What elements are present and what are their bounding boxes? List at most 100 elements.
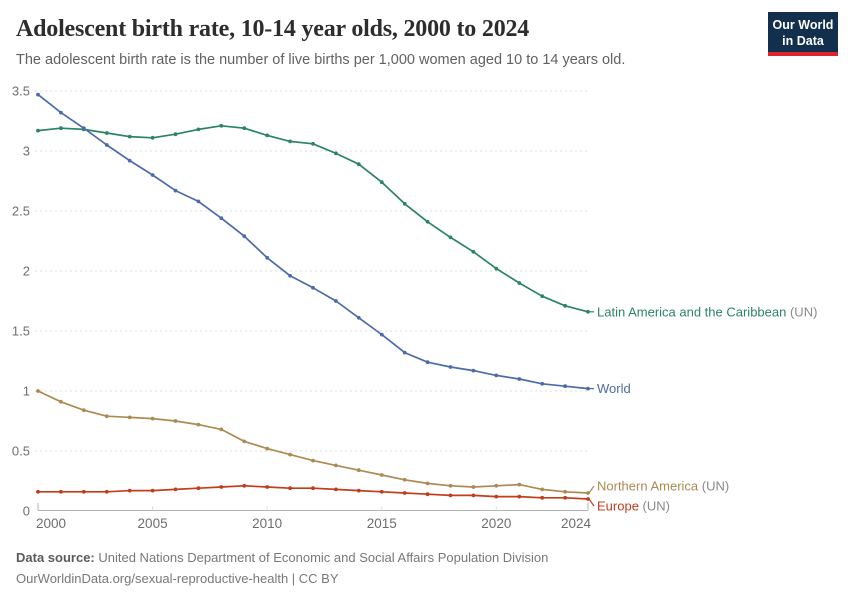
series-point-northern-america: [196, 422, 201, 427]
series-label-connector-europe: [588, 498, 595, 507]
series-point-world: [379, 332, 384, 337]
owid-logo[interactable]: Our World in Data: [768, 12, 838, 56]
series-point-northern-america: [379, 473, 384, 477]
x-axis-tick-label: 2015: [367, 516, 397, 531]
series-point-northern-america: [448, 483, 453, 488]
series-point-europe: [563, 495, 567, 500]
series-point-europe: [471, 493, 476, 498]
series-point-world: [540, 381, 545, 386]
series-point-northern-america: [173, 419, 178, 423]
chart-title: Adolescent birth rate, 10-14 year olds, …: [16, 16, 530, 42]
x-axis-tick-label: 2024: [561, 516, 592, 531]
series-point-northern-america: [334, 463, 338, 468]
series-point-world: [586, 386, 590, 391]
series-point-latin-america-and-the-caribbean: [379, 180, 384, 185]
series-label-europe[interactable]: Europe (UN): [597, 499, 670, 514]
x-axis-tick-label: 2005: [138, 516, 168, 531]
series-label-connector-northern-america: [588, 485, 595, 494]
series-point-northern-america: [36, 389, 40, 393]
series-label-latin-america-and-the-caribbean[interactable]: Latin America and the Caribbean (UN): [597, 304, 817, 319]
series-point-europe: [517, 494, 522, 499]
y-axis-tick-label: 2: [23, 264, 30, 279]
series-point-northern-america: [265, 446, 270, 451]
x-axis-tick-label: 2020: [481, 516, 511, 531]
series-point-northern-america: [494, 483, 499, 488]
x-axis-tick-label: 2010: [252, 516, 282, 531]
series-point-europe: [265, 485, 270, 489]
series-point-latin-america-and-the-caribbean: [494, 266, 499, 271]
series-point-europe: [402, 491, 407, 495]
data-source-text: United Nations Department of Economic an…: [94, 550, 549, 565]
series-point-europe: [448, 493, 453, 498]
series-point-europe: [356, 488, 361, 493]
series-point-world: [196, 199, 201, 204]
series-point-europe: [173, 487, 178, 492]
y-axis-tick-label: 0: [23, 504, 30, 519]
series-point-latin-america-and-the-caribbean: [471, 249, 476, 254]
series-label-northern-america[interactable]: Northern America (UN): [597, 479, 729, 494]
series-line-northern-america[interactable]: [37, 390, 589, 494]
series-point-world: [127, 158, 132, 163]
series-point-europe: [334, 487, 338, 492]
series-point-world: [59, 110, 63, 115]
series-point-northern-america: [81, 408, 86, 413]
series-point-latin-america-and-the-caribbean: [517, 281, 522, 285]
series-point-world: [448, 365, 453, 369]
y-axis-tick-label: 3: [23, 144, 30, 159]
series-point-world: [563, 384, 567, 389]
series-point-world: [494, 373, 499, 378]
series-point-europe: [36, 489, 40, 494]
series-point-latin-america-and-the-caribbean: [127, 134, 132, 139]
series-point-europe: [150, 488, 155, 493]
series-point-latin-america-and-the-caribbean: [334, 151, 338, 156]
series-point-latin-america-and-the-caribbean: [586, 309, 590, 314]
series-point-latin-america-and-the-caribbean: [173, 132, 178, 137]
y-axis-tick-label: 3.5: [12, 84, 30, 99]
series-point-northern-america: [563, 489, 567, 494]
series-label-world[interactable]: World: [597, 381, 631, 396]
series-point-northern-america: [288, 452, 292, 457]
series-point-northern-america: [540, 487, 545, 492]
series-line-world[interactable]: [37, 93, 589, 390]
series-point-northern-america: [150, 416, 155, 421]
series-point-world: [81, 126, 86, 131]
series-point-latin-america-and-the-caribbean: [104, 131, 109, 135]
series-point-latin-america-and-the-caribbean: [448, 235, 453, 240]
series-point-northern-america: [425, 481, 430, 486]
series-point-latin-america-and-the-caribbean: [265, 133, 270, 138]
series-point-world: [242, 234, 247, 239]
series-point-latin-america-and-the-caribbean: [196, 127, 201, 132]
series-point-world: [517, 377, 522, 381]
series-point-europe: [425, 492, 430, 497]
series-point-world: [173, 188, 178, 193]
series-point-northern-america: [242, 439, 247, 444]
series-point-world: [334, 299, 338, 303]
series-point-europe: [379, 489, 384, 494]
y-axis-tick-label: 1.5: [12, 324, 30, 339]
series-point-world: [288, 273, 292, 278]
series-point-world: [311, 285, 315, 290]
series-point-europe: [127, 488, 132, 493]
series-point-latin-america-and-the-caribbean: [540, 294, 545, 299]
series-point-world: [36, 92, 40, 97]
series-point-world: [425, 360, 430, 365]
y-axis-tick-label: 2.5: [12, 204, 30, 219]
series-point-europe: [81, 489, 86, 494]
data-source-line: Data source: United Nations Department o…: [16, 547, 836, 568]
series-point-europe: [494, 494, 499, 499]
series-point-latin-america-and-the-caribbean: [311, 141, 315, 146]
x-axis-tick-label: 2000: [36, 516, 66, 531]
series-point-latin-america-and-the-caribbean: [150, 135, 155, 140]
series-point-europe: [196, 486, 201, 491]
series-point-northern-america: [104, 414, 109, 419]
series-point-world: [150, 173, 155, 177]
series-point-latin-america-and-the-caribbean: [425, 219, 430, 224]
y-axis-tick-label: 1: [23, 384, 30, 399]
series-point-europe: [311, 486, 315, 491]
series-point-northern-america: [311, 458, 315, 463]
series-point-europe: [288, 486, 292, 491]
data-source-label: Data source:: [16, 550, 95, 565]
series-point-europe: [242, 483, 247, 488]
